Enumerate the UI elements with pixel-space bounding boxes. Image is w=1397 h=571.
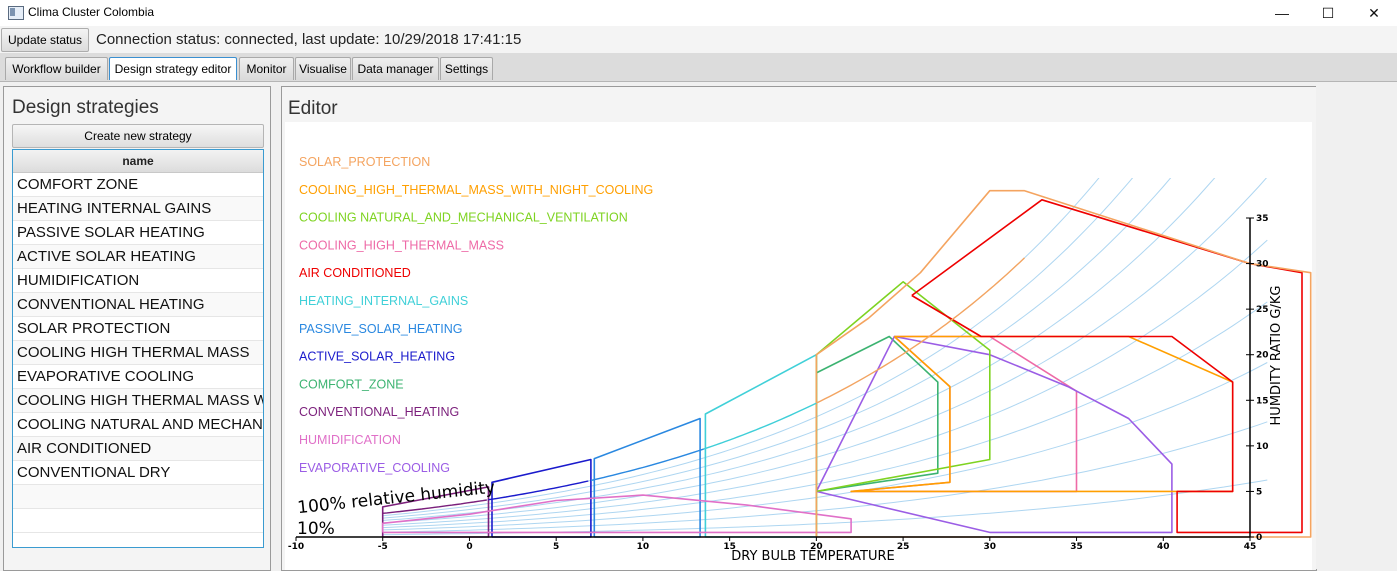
table-row[interactable]: CONVENTIONAL DRY (13, 461, 263, 485)
rh-curve-90 (382, 178, 1134, 517)
table-row[interactable]: SOLAR PROTECTION (13, 317, 263, 341)
rh-curve-60 (382, 178, 1267, 524)
strategy-table[interactable]: name COMFORT ZONE HEATING INTERNAL GAINS… (12, 149, 264, 548)
y-tick-label: 0 (1256, 533, 1262, 543)
y-axis-label: HUMDITY RATIO G/KG (1269, 286, 1284, 426)
table-row[interactable]: HEATING INTERNAL GAINS (13, 197, 263, 221)
x-tick-label: 30 (984, 542, 997, 552)
window-title: Clima Cluster Colombia (28, 5, 155, 19)
x-tick-label: 0 (466, 542, 472, 552)
legend-item-evaporative-cooling: EVAPORATIVE_COOLING (299, 461, 450, 475)
window-background (1316, 82, 1397, 569)
rh-curve-30 (382, 362, 1268, 531)
table-row[interactable]: COOLING HIGH THERMAL MASS (13, 341, 263, 365)
table-row-empty[interactable] (13, 485, 263, 509)
tab-settings[interactable]: Settings (440, 57, 493, 80)
maximize-icon[interactable]: ☐ (1321, 5, 1335, 21)
x-tick-label: 35 (1070, 542, 1083, 552)
legend-item-air-conditioned: AIR CONDITIONED (299, 266, 411, 280)
x-tick-label: 5 (553, 542, 559, 552)
series-cooling-high-thermal-mass (851, 335, 1078, 493)
y-tick-label: 10 (1256, 442, 1269, 452)
status-toolbar: Update status Connection status: connect… (0, 26, 1397, 53)
minimize-icon[interactable]: — (1275, 5, 1289, 21)
x-tick-label: 40 (1157, 542, 1170, 552)
y-tick-label: 20 (1256, 351, 1269, 361)
series-solar-protection (815, 189, 1312, 538)
y-tick-label: 25 (1256, 305, 1269, 315)
chart-svg: -10 -5 0 5 10 15 20 25 30 35 40 45 DRY BULB TEMPERAT… (288, 155, 1312, 564)
app-window-icon (8, 6, 24, 20)
x-tick-label: 15 (723, 542, 736, 552)
series-air-conditioned (911, 199, 1303, 534)
table-row[interactable]: ACTIVE SOLAR HEATING (13, 245, 263, 269)
table-row[interactable]: COOLING NATURAL AND MECHANICA (13, 413, 263, 437)
saturation-segment-2 (590, 448, 704, 482)
table-row-empty[interactable] (13, 509, 263, 533)
y-tick-label: 15 (1256, 396, 1269, 406)
x-axis-label: DRY BULB TEMPERATURE (731, 549, 895, 564)
series-cooling-natural-and-mechanical-ventilation (815, 281, 991, 537)
y-tick-label: 30 (1256, 260, 1269, 270)
legend-item-solar-protection: SOLAR_PROTECTION (299, 155, 430, 169)
annotation-10-rh: 10% (297, 519, 335, 539)
legend-item-heating-internal-gains: HEATING_INTERNAL_GAINS (299, 294, 468, 308)
legend-item-passive-solar-heating: PASSIVE_SOLAR_HEATING (299, 322, 462, 336)
table-row[interactable]: COMFORT ZONE (13, 173, 263, 197)
editor-panel: Editor -10 -5 0 5 10 15 20 25 30 35 40 45 DRY BULB T… (281, 86, 1317, 571)
table-row[interactable]: AIR CONDITIONED (13, 437, 263, 461)
update-status-button[interactable]: Update status (1, 28, 89, 52)
legend-item-cooling-natural-and-mechanical-ventilation: COOLING NATURAL_AND_MECHANICAL_VENTILATI… (299, 211, 628, 225)
y-tick-label: 35 (1256, 214, 1269, 224)
legend-item-active-solar-heating: ACTIVE_SOLAR_HEATING (299, 350, 455, 364)
create-strategy-button[interactable]: Create new strategy (12, 124, 264, 148)
tab-bar: Workflow builder Design strategy editor … (0, 53, 1397, 82)
saturation-segment-0 (382, 499, 487, 514)
x-tick-label: -5 (378, 542, 388, 552)
table-row[interactable]: EVAPORATIVE COOLING (13, 365, 263, 389)
legend-item-cooling-high-thermal-mass-with-night-cooling: COOLING_HIGH_THERMAL_MASS_WITH_NIGHT_COO… (299, 183, 653, 197)
rh-curve-50 (382, 239, 1268, 526)
tab-data-manager[interactable]: Data manager (352, 57, 439, 80)
tab-visualise[interactable]: Visualise (295, 57, 351, 80)
y-tick-label: 5 (1256, 487, 1262, 497)
rh-curve-70 (382, 178, 1216, 521)
legend-item-cooling-high-thermal-mass: COOLING_HIGH_THERMAL_MASS (299, 238, 504, 252)
tab-monitor[interactable]: Monitor (239, 57, 294, 80)
table-row[interactable]: COOLING HIGH THERMAL MASS WITH (13, 389, 263, 413)
x-tick-label: 20 (810, 542, 823, 552)
editor-title: Editor (288, 98, 338, 119)
rh-curve-80 (382, 178, 1172, 519)
panel-title: Design strategies (12, 97, 159, 118)
rh-curve-40 (382, 301, 1268, 529)
window-titlebar: Clima Cluster Colombia — ☐ ✕ (0, 0, 1397, 26)
rh-curve-20 (382, 421, 1268, 533)
series-evaporative-cooling (815, 335, 1173, 534)
series-heating-internal-gains (704, 353, 818, 538)
legend-item-humidification: HUMIDIFICATION (299, 433, 401, 447)
x-tick-label: 25 (897, 542, 910, 552)
saturation-segment-1 (488, 480, 589, 501)
psychrometric-chart: -10 -5 0 5 10 15 20 25 30 35 40 45 DRY BULB TEMPERAT… (285, 122, 1312, 570)
connection-status-text: Connection status: connected, last updat… (96, 31, 522, 48)
saturation-segment-3 (703, 402, 817, 450)
series-humidification (381, 494, 852, 534)
table-header-name[interactable]: name (13, 150, 263, 173)
table-row[interactable]: HUMIDIFICATION (13, 269, 263, 293)
saturation-segment-4 (816, 257, 1025, 404)
tab-design-strategy-editor[interactable]: Design strategy editor (109, 57, 237, 80)
legend-item-conventional-heating: CONVENTIONAL_HEATING (299, 405, 459, 419)
close-icon[interactable]: ✕ (1368, 5, 1380, 21)
table-row[interactable]: CONVENTIONAL HEATING (13, 293, 263, 317)
design-strategies-panel: Design strategies Create new strategy na… (3, 86, 271, 571)
tab-workflow-builder[interactable]: Workflow builder (5, 57, 108, 80)
x-tick-label: -10 (288, 542, 304, 552)
x-tick-label: 10 (637, 542, 650, 552)
rh-grid (382, 178, 1268, 536)
legend-item-comfort-zone: COMFORT_ZONE (299, 377, 404, 391)
x-tick-label: 45 (1244, 542, 1257, 552)
table-row[interactable]: PASSIVE SOLAR HEATING (13, 221, 263, 245)
